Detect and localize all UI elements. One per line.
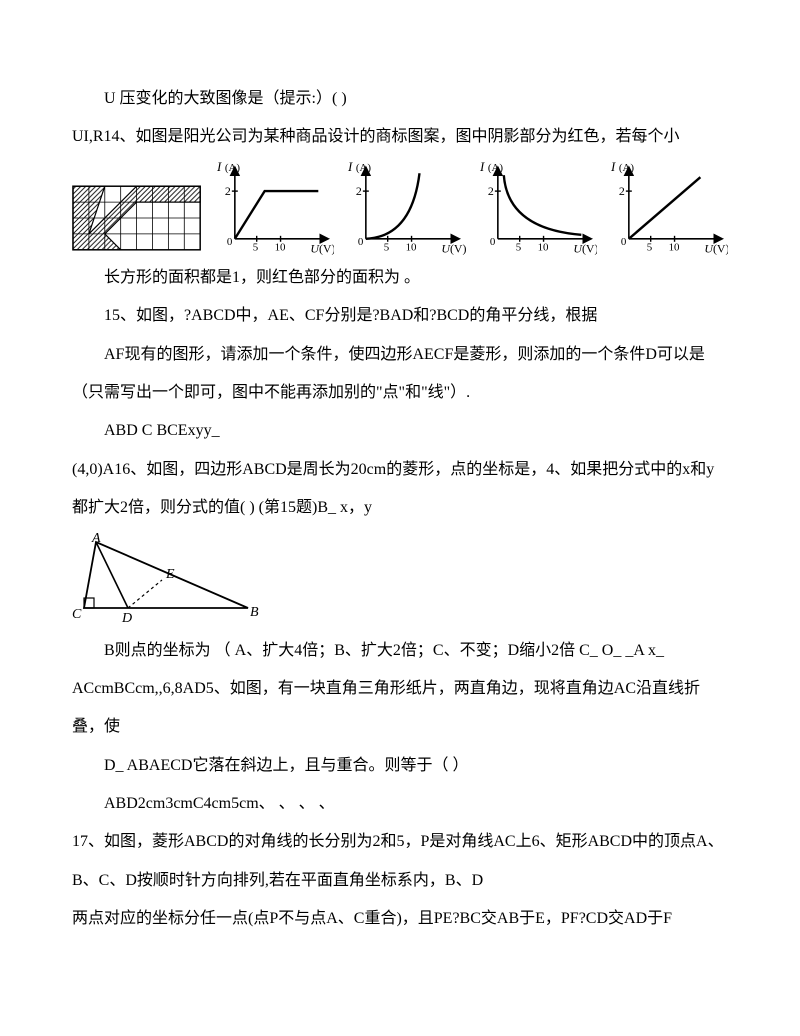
para-9: ACcmBCcm,,6,8AD5、如图，有一块直角三角形纸片，两直角边，现将直角…	[72, 670, 728, 747]
svg-text:5: 5	[646, 242, 652, 254]
figure-row-charts: I (A) U(V) 0 2 5 10 I (A) U(V) 0 2	[72, 161, 728, 255]
svg-text:0: 0	[621, 236, 627, 248]
svg-text:2: 2	[619, 184, 625, 198]
svg-text:5: 5	[253, 242, 259, 254]
chart-3: I (A) U(V) 0 2 5 10	[474, 161, 597, 255]
para-1: U 压变化的大致图像是（提示:）( )	[72, 80, 728, 118]
para-8: B则点的坐标为 （ A、扩大4倍；B、扩大2倍；C、不变；D缩小2倍 C_ O_…	[72, 632, 728, 670]
svg-text:I: I	[610, 161, 616, 174]
triangle-label-e: E	[165, 567, 175, 582]
svg-text:I: I	[479, 161, 485, 174]
para-13: 两点对应的坐标分任一点(点P不与点A、C重合)，且PE?BC交AB于E，PF?C…	[72, 900, 728, 938]
svg-text:U(V): U(V)	[442, 241, 466, 254]
para-12: 17、如图，菱形ABCD的对角线的长分别为2和5，P是对角线AC上6、矩形ABC…	[72, 823, 728, 900]
chart-4: I (A) U(V) 0 2 5 10	[605, 161, 728, 255]
triangle-label-c: C	[72, 607, 82, 622]
para-6: ABD C BCExyy_	[72, 412, 728, 450]
para-10: D_ ABAECD它落在斜边上，且与重合。则等于（ ）	[72, 747, 728, 785]
para-2: UI,R14、如图是阳光公司为某种商品设计的商标图案，图中阴影部分为红色，若每个…	[72, 118, 728, 156]
para-11: ABD2cm3cmC4cm5cm、 、 、 、	[72, 785, 728, 823]
svg-text:2: 2	[487, 184, 493, 198]
svg-text:5: 5	[515, 242, 521, 254]
svg-text:0: 0	[358, 236, 364, 248]
triangle-label-b: B	[250, 605, 259, 620]
svg-text:10: 10	[668, 242, 679, 254]
svg-text:I: I	[347, 161, 353, 174]
triangle-figure: A C D B E	[72, 532, 728, 628]
svg-text:U(V): U(V)	[704, 241, 728, 254]
para-4: 15、如图，?ABCD中，AE、CF分别是?BAD和?BCD的角平分线，根据	[72, 297, 728, 335]
svg-text:U(V): U(V)	[311, 241, 335, 254]
svg-text:10: 10	[537, 242, 548, 254]
grid-rect-icon	[72, 185, 203, 255]
triangle-label-a: A	[91, 532, 101, 546]
para-3: 长方形的面积都是1，则红色部分的面积为 。	[72, 259, 728, 297]
svg-text:U(V): U(V)	[573, 241, 597, 254]
svg-text:0: 0	[489, 236, 495, 248]
svg-text:(A): (A)	[225, 162, 241, 174]
para-7: (4,0)A16、如图，四边形ABCD是周长为20cm的菱形，点的坐标是，4、如…	[72, 451, 728, 528]
svg-text:2: 2	[356, 184, 362, 198]
svg-text:2: 2	[225, 184, 231, 198]
para-5: AF现有的图形，请添加一个条件，使四边形AECF是菱形，则添加的一个条件D可以是…	[72, 336, 728, 413]
svg-text:0: 0	[227, 236, 233, 248]
chart-2: I (A) U(V) 0 2 5 10	[342, 161, 465, 255]
svg-text:10: 10	[275, 242, 286, 254]
svg-text:(A): (A)	[356, 162, 372, 174]
chart-1: I (A) U(V) 0 2 5 10	[211, 161, 334, 255]
svg-text:(A): (A)	[619, 162, 635, 174]
svg-text:(A): (A)	[487, 162, 503, 174]
svg-text:I: I	[216, 161, 222, 174]
triangle-label-d: D	[121, 611, 132, 626]
svg-text:10: 10	[406, 242, 417, 254]
svg-text:5: 5	[384, 242, 390, 254]
